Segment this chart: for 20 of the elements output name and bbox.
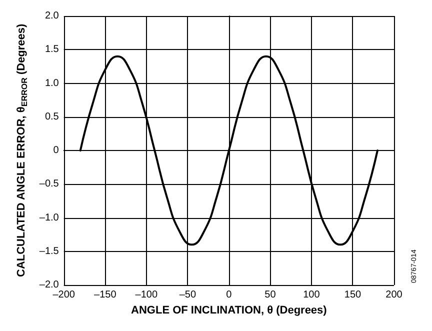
y-tick-label: –1.0 — [39, 212, 60, 224]
x-tick-label: –50 — [179, 290, 196, 300]
y-tick-label: 0.5 — [44, 111, 60, 122]
x-tick-label: 0 — [226, 290, 232, 300]
x-tick-label: –100 — [135, 290, 158, 300]
x-tick-label: –200 — [52, 290, 76, 300]
x-tick-label: 150 — [344, 290, 362, 300]
x-tick-label: 50 — [264, 290, 276, 300]
y-tick-label: –2.0 — [39, 280, 60, 290]
y-tick-label: –0.5 — [39, 178, 60, 190]
y-axis-title: CALCULATED ANGLE ERROR, θERROR (Degrees) — [16, 23, 29, 278]
y-tick-label: 1.5 — [44, 44, 60, 56]
y-tick-label: 0 — [53, 145, 60, 156]
x-tick-label: –150 — [94, 290, 117, 300]
y-tick-label: 2.0 — [44, 10, 60, 22]
x-tick-label: 100 — [303, 290, 320, 300]
x-tick-label: 200 — [386, 290, 403, 300]
y-tick-label: 1.0 — [44, 78, 60, 89]
x-axis-title: ANGLE OF INCLINATION, θ (Degrees) — [131, 304, 328, 316]
y-tick-label: –1.5 — [39, 246, 60, 257]
